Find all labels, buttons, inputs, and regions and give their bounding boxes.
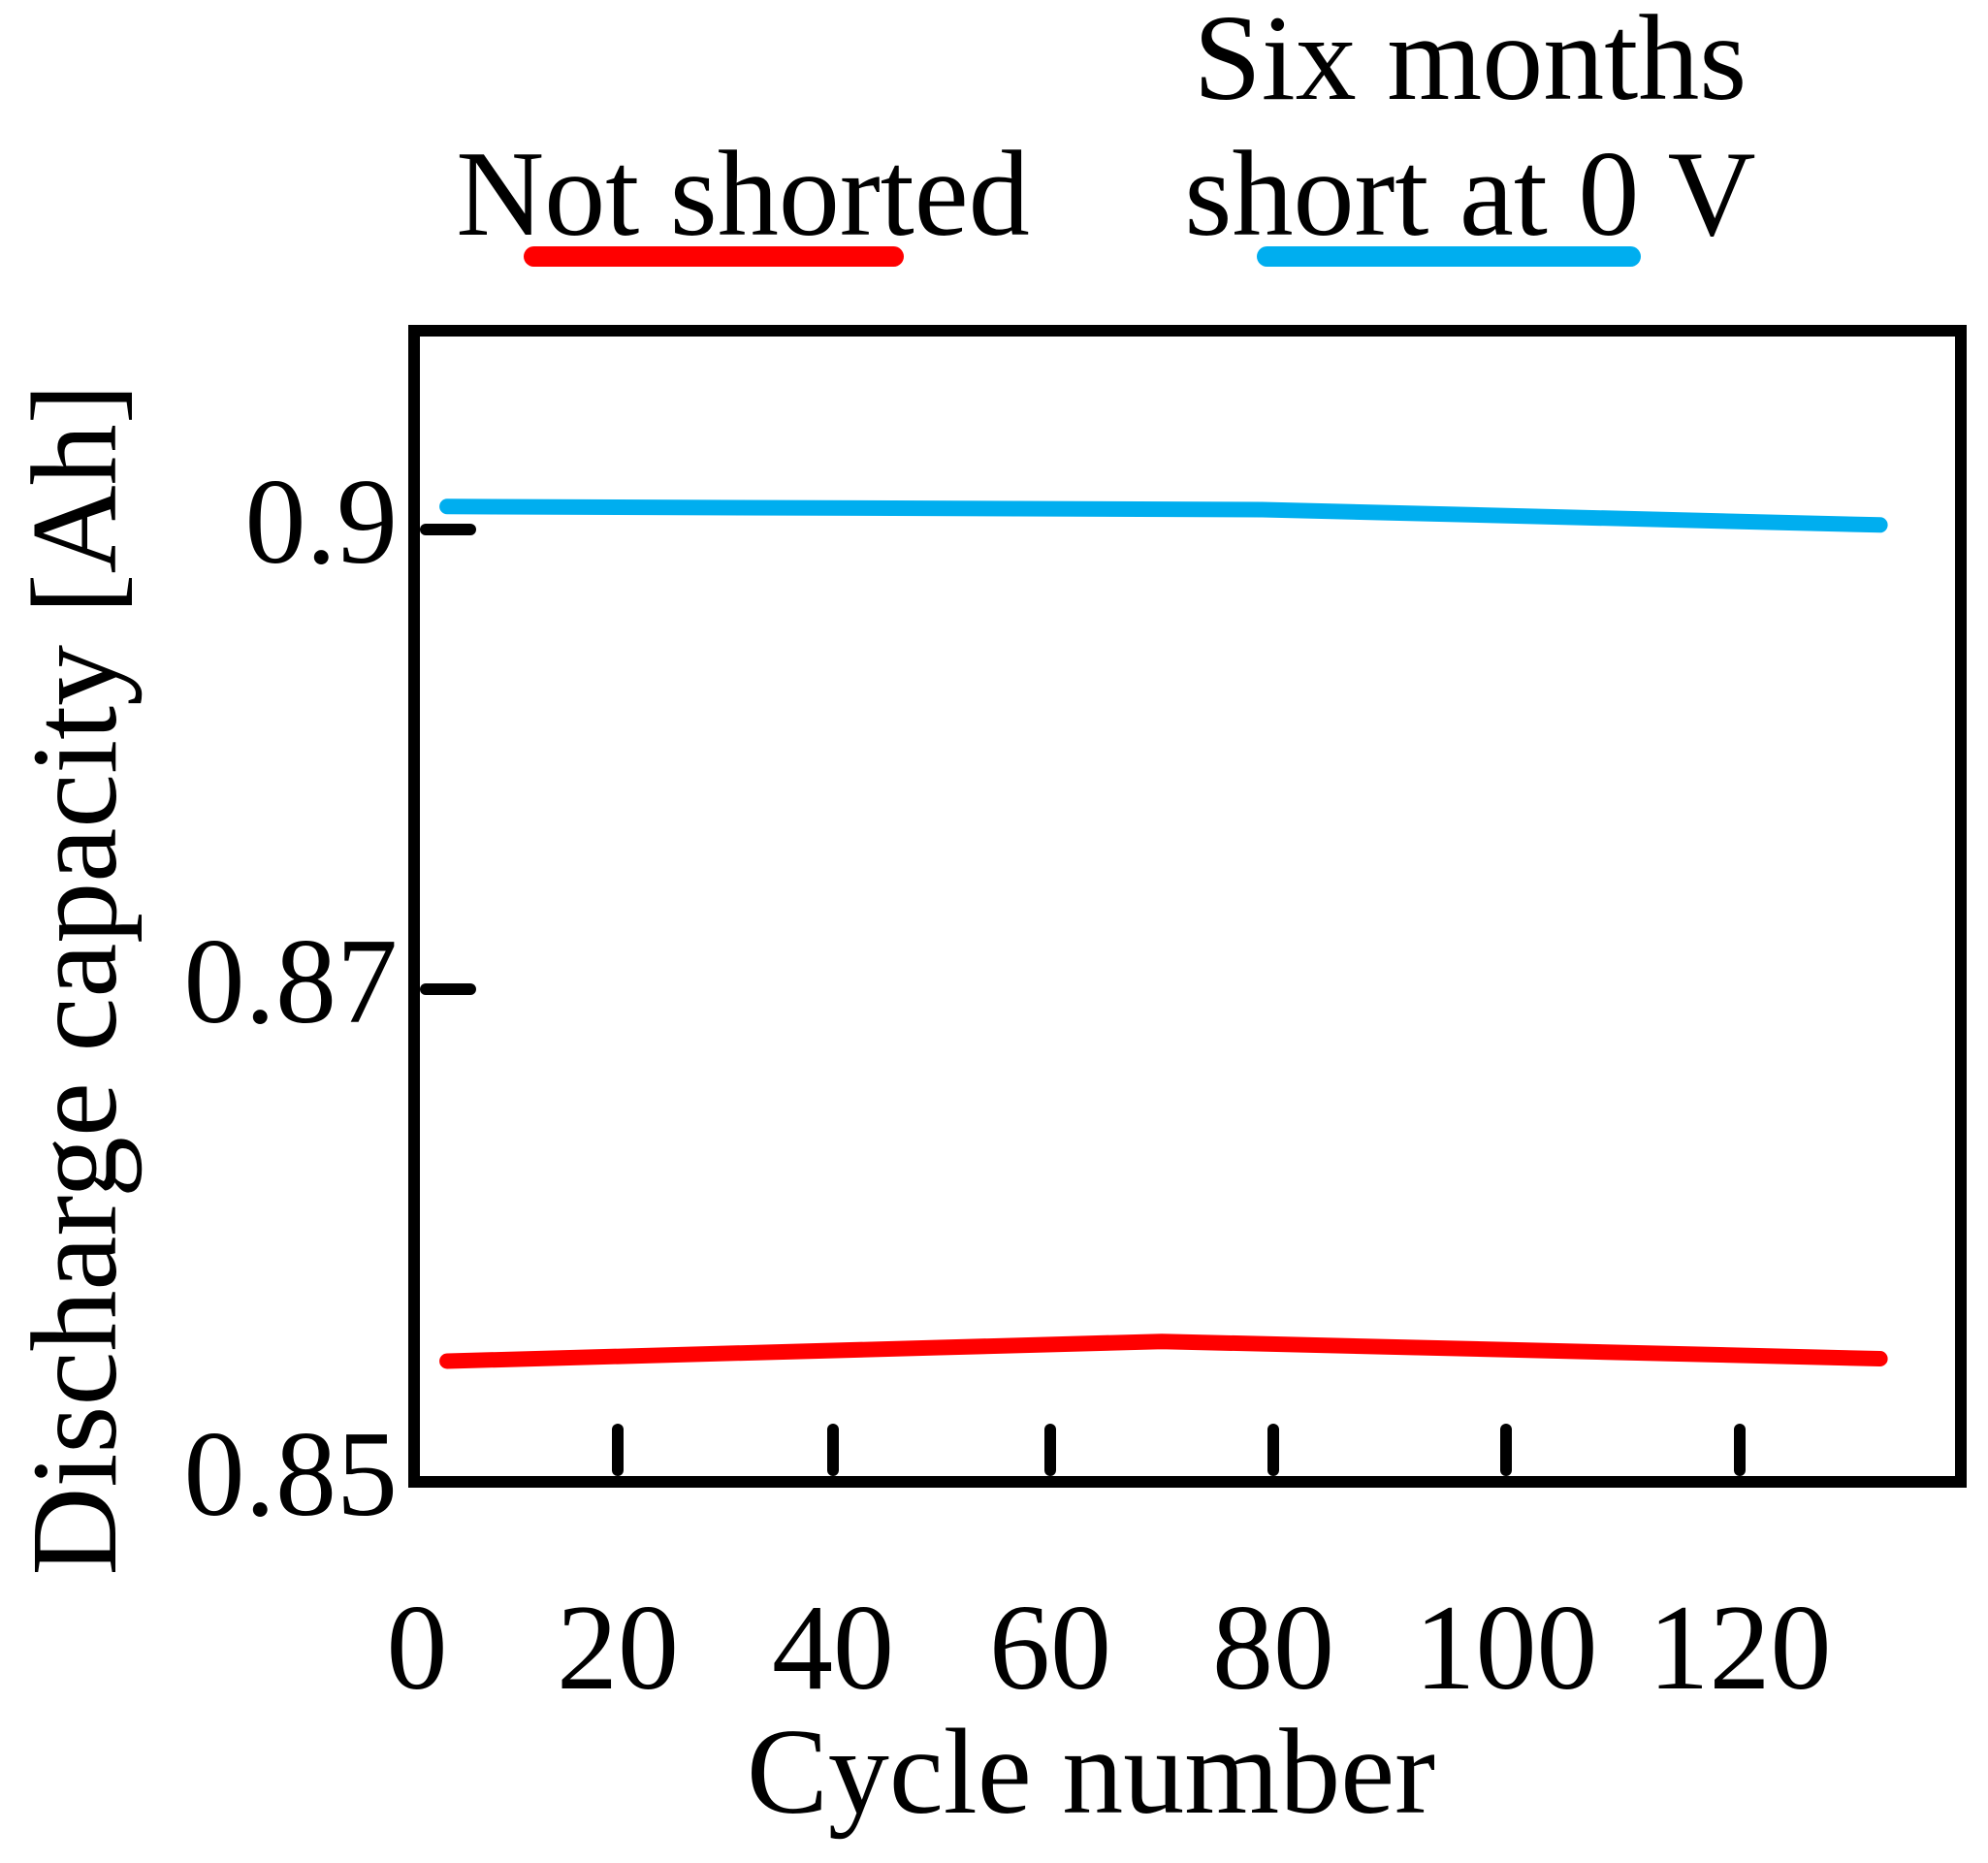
y-tick-label: 0.85 [183, 1407, 399, 1542]
x-tick-label: 80 [1212, 1581, 1334, 1716]
x-tick-mark [1267, 1424, 1279, 1476]
x-tick-label: 60 [989, 1581, 1111, 1716]
x-tick-label: 0 [386, 1581, 448, 1716]
y-tick-mark [420, 983, 476, 995]
x-tick-label: 100 [1414, 1581, 1598, 1716]
x-tick-mark [1500, 1424, 1512, 1476]
x-tick-label: 120 [1648, 1581, 1832, 1716]
x-tick-mark [827, 1424, 839, 1476]
y-tick-label: 0.87 [183, 915, 399, 1049]
legend-label-six-months-short: Six months short at 0 V [1184, 0, 1755, 263]
x-tick-mark [612, 1424, 624, 1476]
x-tick-label: 40 [772, 1581, 894, 1716]
legend-label-six-months-line1: Six months [1193, 0, 1748, 126]
x-tick-mark [1734, 1424, 1746, 1476]
legend-label-six-months-line2: short at 0 V [1184, 127, 1756, 262]
legend-label-not-shorted: Not shorted [456, 127, 1030, 262]
y-tick-mark [420, 524, 476, 535]
y-tick-label: 0.9 [244, 455, 399, 590]
series-line-six-months-short-at-0-v [439, 498, 1888, 533]
x-axis-title: Cycle number [746, 1705, 1436, 1840]
x-tick-mark [1044, 1424, 1056, 1476]
legend-swatch-six-months-line [1257, 246, 1641, 267]
x-tick-label: 20 [557, 1581, 679, 1716]
series-line-not-shorted [439, 1333, 1888, 1369]
legend-swatch-not-shorted-line [524, 246, 904, 267]
